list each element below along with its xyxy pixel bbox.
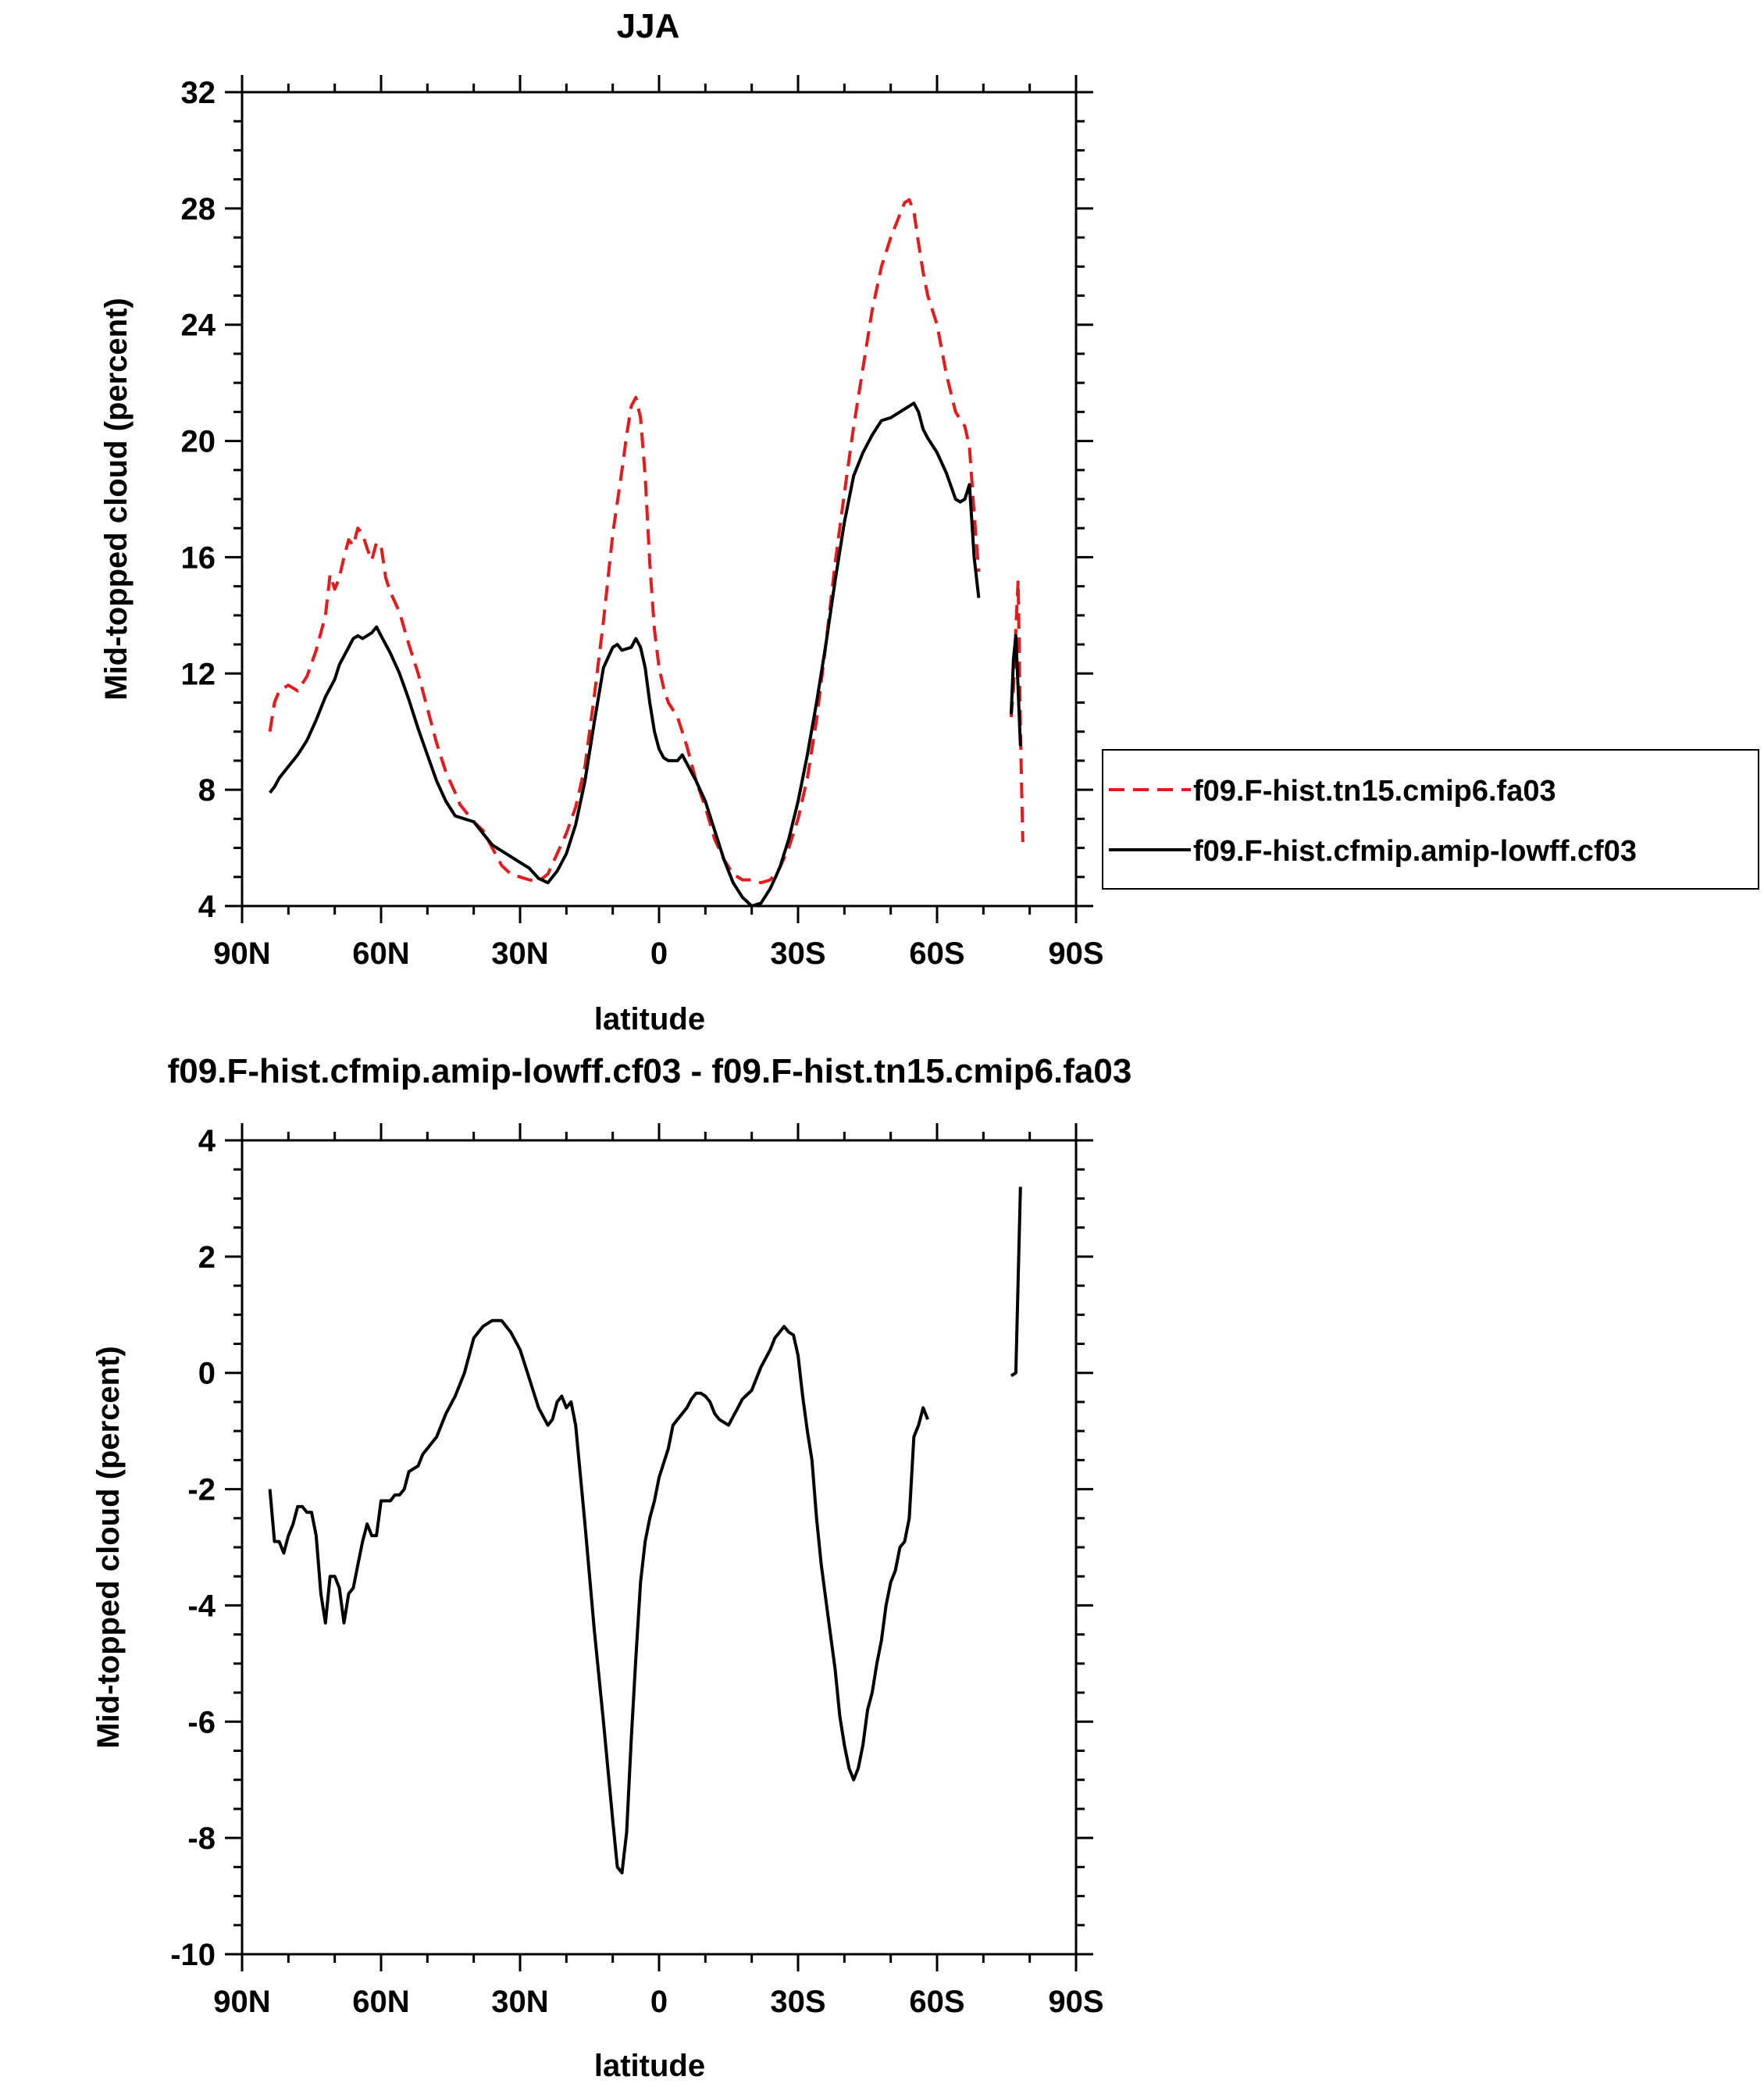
top-x-tick-label-2: 30N — [491, 936, 548, 971]
bottom-y-tick-label-3: -4 — [187, 1589, 216, 1623]
legend-label-cfmip: f09.F-hist.cfmip.amip-lowff.cf03 — [1193, 835, 1637, 868]
top-y-tick-label-4: 20 — [181, 425, 216, 459]
legend: f09.F-hist.tn15.cmip6.fa03 f09.F-hist.cf… — [1102, 749, 1759, 890]
bottom-y-tick-label-1: -8 — [187, 1821, 216, 1856]
top-x-tick-label-1: 60N — [352, 936, 409, 971]
bottom-y-tick-label-5: 0 — [198, 1357, 216, 1391]
bottom-series-0-segment-0 — [268, 1318, 929, 1875]
bottom-y-tick-label-7: 4 — [198, 1124, 216, 1158]
top-series-0-segment-0 — [268, 198, 981, 885]
bottom-x-tick-label-4: 30S — [770, 1985, 825, 2019]
bottom-series-0-segment-1 — [1010, 1186, 1022, 1378]
bottom-chart-y-tick-labels: -10 -8 -6 -4 -2 0 2 4 — [170, 1124, 216, 1972]
bottom-chart-title: f09.F-hist.cfmip.amip-lowff.cf03 - f09.F… — [168, 1052, 1132, 1090]
bottom-y-tick-label-0: -10 — [170, 1938, 216, 1972]
bottom-chart-y-axis-label: Mid-topped cloud (percent) — [91, 1346, 126, 1749]
top-chart-y-axis-label: Mid-topped cloud (percent) — [99, 298, 134, 701]
top-x-tick-label-4: 30S — [770, 936, 825, 971]
bottom-chart-ticks — [225, 1123, 1093, 1971]
legend-label-tn15: f09.F-hist.tn15.cmip6.fa03 — [1193, 775, 1556, 808]
top-y-tick-label-2: 12 — [181, 657, 216, 691]
bottom-y-tick-label-2: -6 — [187, 1705, 216, 1739]
top-y-tick-label-7: 32 — [181, 76, 216, 110]
bottom-x-tick-label-1: 60N — [352, 1985, 409, 2019]
top-chart-x-axis-label: latitude — [594, 1002, 705, 1036]
bottom-y-tick-label-4: -2 — [187, 1473, 216, 1507]
top-chart-ticks — [225, 75, 1093, 923]
top-series-1-segment-0 — [269, 401, 981, 908]
top-series-1-segment-1 — [1009, 633, 1022, 747]
top-chart-title: JJA — [617, 7, 680, 45]
top-y-tick-label-1: 8 — [198, 773, 216, 808]
bottom-y-tick-label-6: 2 — [198, 1240, 216, 1275]
bottom-x-tick-label-0: 90N — [213, 1985, 270, 2019]
top-chart-plot-area — [225, 75, 1093, 923]
legend-box — [1102, 749, 1759, 890]
bottom-chart-curves — [268, 1186, 1022, 1875]
bottom-chart-x-tick-labels: 90N 60N 30N 0 30S 60S 90S — [213, 1985, 1103, 2019]
top-y-tick-label-5: 24 — [181, 309, 216, 343]
top-x-tick-label-3: 0 — [650, 936, 668, 971]
bottom-x-tick-label-2: 30N — [491, 1985, 548, 2019]
bottom-x-tick-label-5: 60S — [909, 1985, 964, 2019]
bottom-chart-plot-area — [225, 1123, 1093, 1971]
top-x-tick-label-6: 90S — [1048, 936, 1103, 971]
bottom-x-tick-label-6: 90S — [1048, 1985, 1103, 2019]
bottom-x-tick-label-3: 0 — [650, 1985, 668, 2019]
top-x-tick-label-0: 90N — [213, 936, 270, 971]
top-chart-x-tick-labels: 90N 60N 30N 0 30S 60S 90S — [213, 936, 1103, 971]
bottom-chart: f09.F-hist.cfmip.amip-lowff.cf03 - f09.F… — [91, 1052, 1131, 2083]
top-y-tick-label-0: 4 — [198, 890, 216, 924]
bottom-chart-x-axis-label: latitude — [594, 2049, 705, 2083]
top-y-tick-label-6: 28 — [181, 192, 216, 227]
top-chart-y-tick-labels: 4 8 12 16 20 24 28 32 — [181, 76, 216, 924]
top-x-tick-label-5: 60S — [909, 936, 964, 971]
top-chart-curves — [268, 198, 1025, 908]
top-chart: JJA 4 8 12 16 20 24 28 32 90N 60N 30N 0 30S 60S 90S M… — [99, 7, 1104, 1036]
top-y-tick-label-3: 16 — [181, 540, 216, 575]
